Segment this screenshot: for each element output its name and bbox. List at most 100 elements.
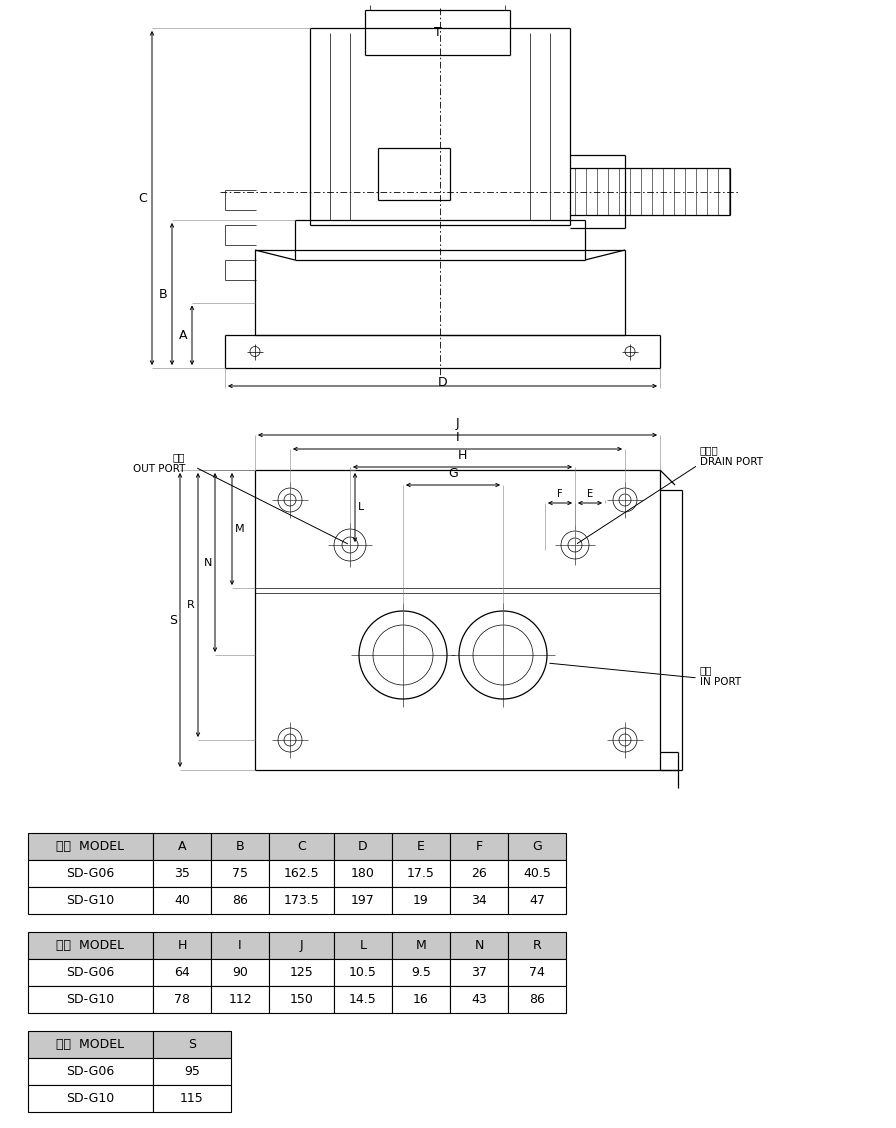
Bar xyxy=(392,959,450,986)
Bar xyxy=(450,986,508,1013)
Bar xyxy=(269,860,334,887)
Bar xyxy=(450,832,508,860)
Bar xyxy=(450,959,508,986)
Text: SD-G06: SD-G06 xyxy=(66,867,115,880)
Bar xyxy=(334,986,392,1013)
Text: 9.5: 9.5 xyxy=(411,966,431,979)
Text: M: M xyxy=(235,525,245,534)
Text: OUT PORT: OUT PORT xyxy=(133,464,185,474)
Bar xyxy=(392,832,450,860)
Text: G: G xyxy=(448,467,458,481)
Bar xyxy=(211,832,269,860)
Bar xyxy=(269,832,334,860)
Text: R: R xyxy=(187,600,195,610)
Text: D: D xyxy=(358,840,368,853)
Bar xyxy=(269,932,334,959)
Bar xyxy=(153,1031,231,1058)
Text: 入口: 入口 xyxy=(700,666,712,675)
Text: IN PORT: IN PORT xyxy=(700,677,741,687)
Text: F: F xyxy=(476,840,483,853)
Text: 34: 34 xyxy=(471,895,487,907)
Text: 47: 47 xyxy=(529,895,545,907)
Text: 78: 78 xyxy=(174,993,190,1006)
Bar xyxy=(28,959,153,986)
Text: 125: 125 xyxy=(289,966,314,979)
Text: 162.5: 162.5 xyxy=(284,867,319,880)
Text: F: F xyxy=(557,490,563,499)
Text: A: A xyxy=(178,328,187,342)
Text: 37: 37 xyxy=(471,966,487,979)
Text: 112: 112 xyxy=(228,993,252,1006)
Bar xyxy=(153,1085,231,1112)
Text: 90: 90 xyxy=(232,966,248,979)
Text: SD-G06: SD-G06 xyxy=(66,1065,115,1078)
Bar xyxy=(28,986,153,1013)
Bar xyxy=(28,1031,153,1058)
Text: 出口: 出口 xyxy=(173,452,185,462)
Bar xyxy=(508,860,566,887)
Bar xyxy=(28,887,153,914)
Bar xyxy=(450,860,508,887)
Text: N: N xyxy=(203,557,212,567)
Text: 197: 197 xyxy=(351,895,375,907)
Text: 173.5: 173.5 xyxy=(284,895,319,907)
Bar xyxy=(450,932,508,959)
Text: I: I xyxy=(238,938,242,952)
Bar xyxy=(211,860,269,887)
Text: G: G xyxy=(532,840,542,853)
Bar xyxy=(153,887,211,914)
Text: 95: 95 xyxy=(184,1065,200,1078)
Bar xyxy=(392,860,450,887)
Bar xyxy=(334,887,392,914)
Text: E: E xyxy=(587,490,593,499)
Bar xyxy=(211,887,269,914)
Bar xyxy=(269,986,334,1013)
Text: D: D xyxy=(437,376,447,389)
Text: E: E xyxy=(417,840,425,853)
Text: 150: 150 xyxy=(289,993,314,1006)
Bar xyxy=(334,860,392,887)
Text: 19: 19 xyxy=(413,895,429,907)
Text: 115: 115 xyxy=(180,1092,204,1105)
Bar xyxy=(269,959,334,986)
Text: I: I xyxy=(456,431,460,444)
Bar xyxy=(153,986,211,1013)
Bar xyxy=(392,932,450,959)
Text: N: N xyxy=(474,938,484,952)
Text: 26: 26 xyxy=(471,867,487,880)
Bar xyxy=(153,959,211,986)
Text: H: H xyxy=(177,938,186,952)
Text: SD-G06: SD-G06 xyxy=(66,966,115,979)
Bar xyxy=(153,932,211,959)
Bar xyxy=(334,932,392,959)
Text: J: J xyxy=(456,417,460,430)
Text: L: L xyxy=(359,938,366,952)
Bar xyxy=(334,959,392,986)
Bar xyxy=(211,932,269,959)
Text: 86: 86 xyxy=(232,895,248,907)
Text: S: S xyxy=(188,1038,196,1051)
Text: A: A xyxy=(177,840,186,853)
Bar xyxy=(153,832,211,860)
Bar xyxy=(28,832,153,860)
Bar xyxy=(508,986,566,1013)
Text: 型式  MODEL: 型式 MODEL xyxy=(56,840,125,853)
Bar xyxy=(269,887,334,914)
Bar xyxy=(211,986,269,1013)
Text: 35: 35 xyxy=(174,867,190,880)
Text: 型式  MODEL: 型式 MODEL xyxy=(56,1038,125,1051)
Text: 180: 180 xyxy=(351,867,375,880)
Bar xyxy=(153,1058,231,1085)
Text: 型式  MODEL: 型式 MODEL xyxy=(56,938,125,952)
Text: B: B xyxy=(236,840,245,853)
Text: 64: 64 xyxy=(174,966,190,979)
Bar xyxy=(334,832,392,860)
Text: SD-G10: SD-G10 xyxy=(66,993,115,1006)
Text: 浅流口: 浅流口 xyxy=(700,446,719,455)
Bar xyxy=(450,887,508,914)
Bar xyxy=(392,887,450,914)
Text: 16: 16 xyxy=(413,993,429,1006)
Text: 40: 40 xyxy=(174,895,190,907)
Bar xyxy=(508,959,566,986)
Text: J: J xyxy=(299,938,304,952)
